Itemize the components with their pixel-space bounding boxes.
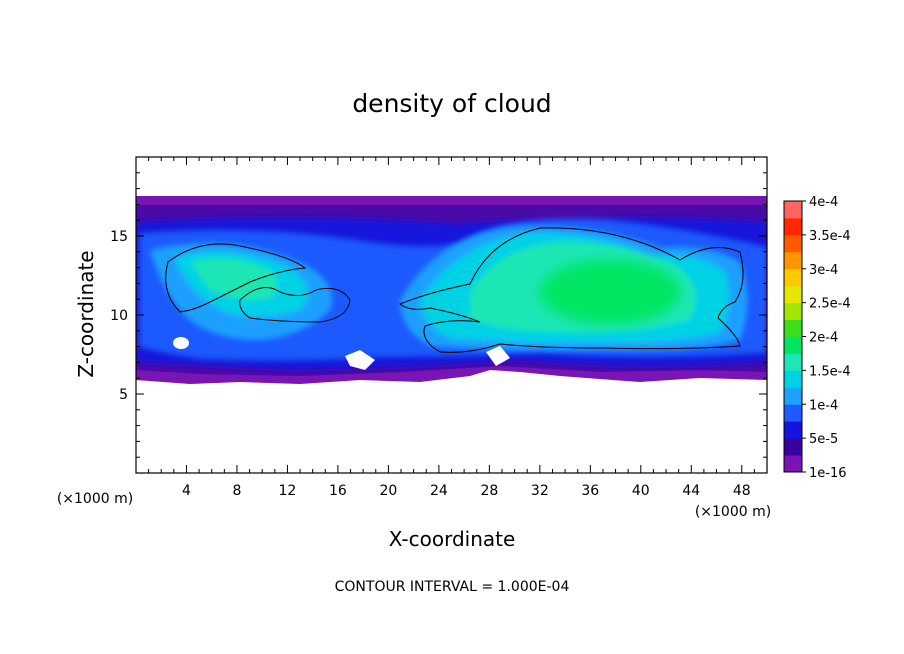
colorbar-label: 3.5e-4 [809,229,851,244]
y-axis-title: Z-coordinate [74,250,98,377]
x-tick-label: 8 [232,483,241,499]
colorbar-swatch [784,336,802,354]
x-tick-label: 44 [682,483,700,499]
colorbar-swatch [784,421,802,439]
x-tick-label: 16 [329,483,347,499]
colorbar-swatch [784,201,802,219]
colorbar-swatch [784,302,802,321]
colorbar-label: 4e-4 [809,195,838,210]
colorbar-swatch [784,217,802,236]
x-tick-label: 24 [430,483,448,499]
colorbar-label: 1e-16 [809,466,847,481]
colorbar-label: 1e-4 [809,398,838,413]
contour-lines [165,227,744,353]
colorbar-label: 1.5e-4 [809,364,851,379]
x-axis: 4 8 12 16 20 24 28 32 36 40 44 48 [148,157,755,499]
colorbar-swatch [784,285,802,304]
colorbar-swatch [784,234,802,253]
colorbar-label: 3e-4 [809,263,838,278]
y-tick-label: 15 [110,229,128,245]
plot-area [136,157,767,473]
colorbar-swatch [784,438,802,456]
x-tick-label: 20 [379,483,397,499]
cloud-core [540,260,680,324]
colorbar-swatch [784,387,802,405]
colorbar-label: 5e-5 [809,432,838,447]
colorbar-swatch [784,455,802,473]
colorbar-label: 2e-4 [809,331,838,346]
contour-interval-label: CONTOUR INTERVAL = 1.000E-04 [335,579,570,595]
y-axis: 5 10 15 [110,172,767,458]
x-tick-label: 32 [531,483,549,499]
x-tick-label: 4 [182,483,191,499]
y-tick-label: 10 [110,308,128,324]
x-tick-label: 48 [733,483,751,499]
colorbar-swatch [784,404,802,422]
chart-title: density of cloud [352,89,551,118]
colorbar-swatch [784,370,802,388]
colorbar-swatch [784,353,802,371]
x-tick-label: 28 [480,483,498,499]
y-tick-label: 5 [119,387,128,403]
colorbar: 1e-16 5e-5 1e-4 1.5e-4 2e-4 2.5e-4 3e-4 3.5e-4 4… [783,195,851,481]
x-tick-label: 40 [632,483,650,499]
x-tick-label: 12 [279,483,297,499]
x-axis-title: X-coordinate [389,527,516,551]
colorbar-label: 2.5e-4 [809,297,851,312]
x-tick-label: 36 [581,483,599,499]
colorbar-swatch [784,268,802,287]
clear-air [173,337,510,370]
colorbar-swatch [784,319,802,337]
x-unit-label-right: (×1000 m) [695,504,771,520]
colorbar-swatch [784,251,802,270]
x-unit-label-left: (×1000 m) [57,491,133,507]
